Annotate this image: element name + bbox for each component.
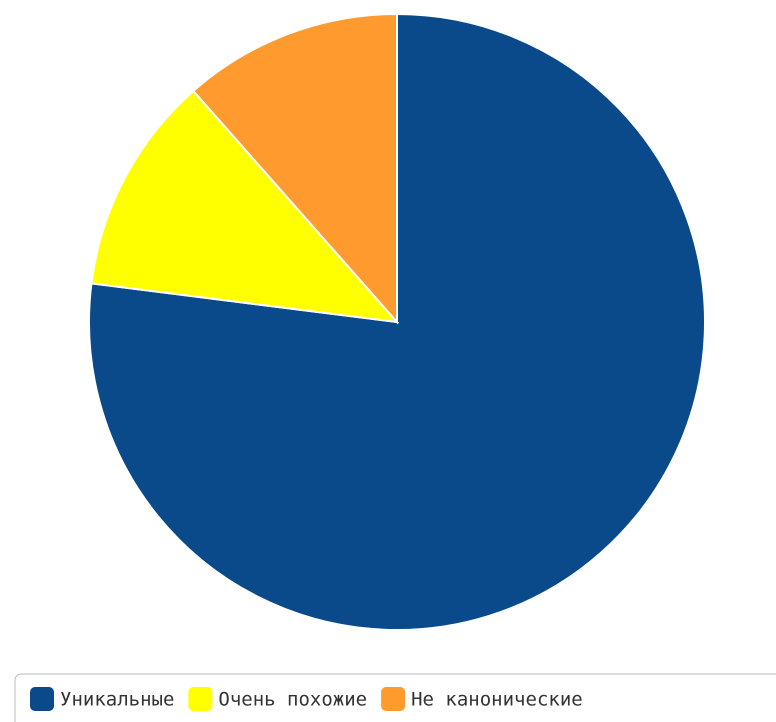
legend-swatch [30,687,54,711]
legend-swatch [188,687,213,711]
pie-slice [90,89,400,324]
legend-label: Очень похожие [218,689,367,711]
legend-swatch [381,687,406,711]
legend-label: Не канонические [411,689,583,711]
legend-label: Уникальные [60,689,174,711]
pie-slice [191,12,398,325]
